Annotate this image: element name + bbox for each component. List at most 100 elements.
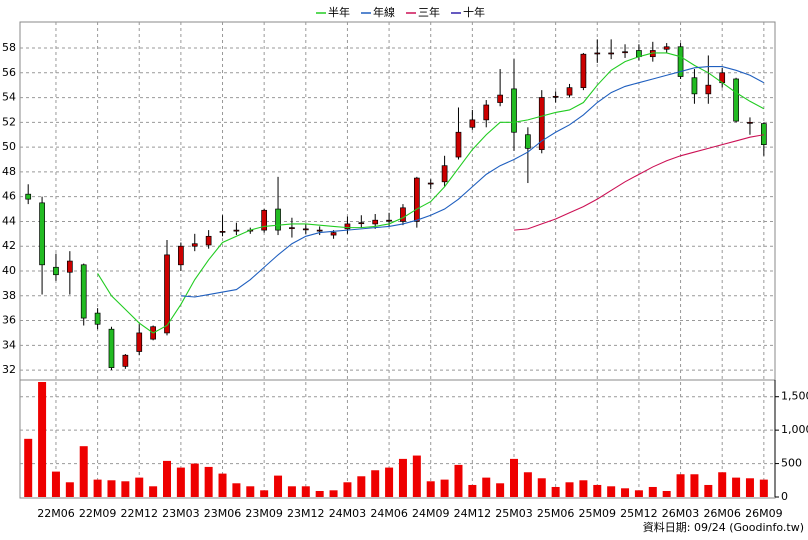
candle-body [261, 209, 268, 231]
volume-bar [426, 481, 435, 497]
candle-body [566, 87, 573, 96]
candle-body [94, 312, 101, 325]
volume-bar [523, 472, 532, 497]
candle-body [358, 222, 365, 225]
candle-body [622, 51, 628, 54]
y-tick-label: 42 [2, 239, 16, 252]
plot-frame [19, 21, 776, 499]
x-tick-label: 24M03 [329, 507, 367, 520]
candle-body [302, 228, 309, 231]
candle-body [733, 78, 739, 122]
candle-body [691, 77, 698, 95]
ma-line [97, 52, 765, 334]
volume-bar [468, 484, 477, 497]
volume-bar [482, 477, 491, 497]
y-tick-label: 44 [2, 214, 16, 227]
volume-bar [704, 484, 713, 497]
volume-bar [593, 484, 602, 497]
candle-body [316, 229, 323, 232]
x-tick-label: 22M06 [37, 507, 75, 520]
candle-body [289, 227, 295, 229]
candle-body [705, 84, 712, 95]
y2-tick-label: 500 [781, 457, 802, 470]
y-tick-label: 56 [2, 66, 16, 79]
candle-body [469, 119, 476, 128]
candle-body [191, 243, 198, 247]
volume-bar [496, 483, 505, 497]
volume-bar [371, 470, 380, 497]
candle-body [400, 207, 406, 222]
volume-bar [24, 438, 33, 497]
x-tick-label: 23M03 [162, 507, 200, 520]
x-tick-label: 26M09 [745, 507, 783, 520]
volume-bar [732, 477, 741, 497]
candle-body [53, 266, 59, 276]
volume-bar [93, 479, 102, 497]
volume-bar [412, 455, 421, 497]
volume-bar [440, 479, 449, 497]
candle-body [80, 264, 87, 319]
legend-label: 年線 [373, 5, 395, 19]
legend-label: 十年 [463, 5, 485, 19]
legend-label: 半年 [328, 5, 350, 19]
volume-bar [579, 480, 588, 497]
x-tick-label: 25M06 [537, 507, 575, 520]
volume-bar [190, 463, 199, 497]
candle-body [594, 52, 601, 55]
candle-body [275, 208, 281, 231]
volume-bar [343, 482, 352, 497]
candle-body [122, 354, 129, 367]
volume-bar [621, 488, 630, 497]
y-tick-label: 32 [2, 363, 16, 376]
candle-body [66, 260, 73, 273]
y-tick-label: 58 [2, 41, 16, 54]
candle-body [136, 332, 143, 352]
volume-bar [551, 486, 560, 497]
candle-body [330, 232, 337, 236]
volume-bar [718, 472, 727, 497]
candle-body [497, 94, 503, 103]
candle-body [441, 165, 448, 183]
candle-body [233, 229, 240, 232]
y-tick-label: 34 [2, 338, 16, 351]
volume-bar [385, 467, 394, 497]
candle-body [580, 53, 587, 89]
volume-bar [301, 486, 310, 497]
volume-bar [51, 471, 60, 497]
volume-bar [232, 483, 241, 497]
volume-bar [607, 486, 616, 497]
candle-body [219, 230, 226, 233]
volume-bar [648, 486, 657, 497]
volume-bar [176, 467, 185, 497]
volume-bar [274, 475, 283, 497]
y-tick-label: 54 [2, 91, 16, 104]
x-tick-label: 25M03 [495, 507, 533, 520]
y-tick-label: 36 [2, 314, 16, 327]
candle-body [455, 131, 462, 158]
x-tick-label: 24M09 [412, 507, 450, 520]
x-tick-label: 25M09 [579, 507, 617, 520]
volume-bar [398, 458, 407, 497]
candle-body [386, 219, 392, 222]
candle-body [413, 177, 420, 222]
volume-bar [79, 446, 88, 497]
candle-body [178, 245, 184, 266]
y2-tick-label: 1,000 [781, 423, 808, 436]
y-tick-label: 40 [2, 264, 16, 277]
volume-bar [107, 480, 116, 497]
candle-body [747, 121, 753, 124]
candle-body [372, 219, 379, 225]
candle-body [25, 193, 32, 200]
volume-bar [565, 482, 574, 497]
volume-bar [510, 458, 518, 497]
x-tick-label: 23M12 [287, 507, 325, 520]
candle-body [525, 134, 531, 149]
ma-line [513, 134, 764, 231]
x-tick-label: 23M09 [245, 507, 283, 520]
candle-body [427, 182, 434, 185]
source-note: 資料日期: 09/24 (Goodinfo.tw) [643, 520, 804, 534]
volume-bar [135, 477, 144, 497]
candle-body [164, 254, 170, 334]
candle-body [108, 328, 115, 368]
